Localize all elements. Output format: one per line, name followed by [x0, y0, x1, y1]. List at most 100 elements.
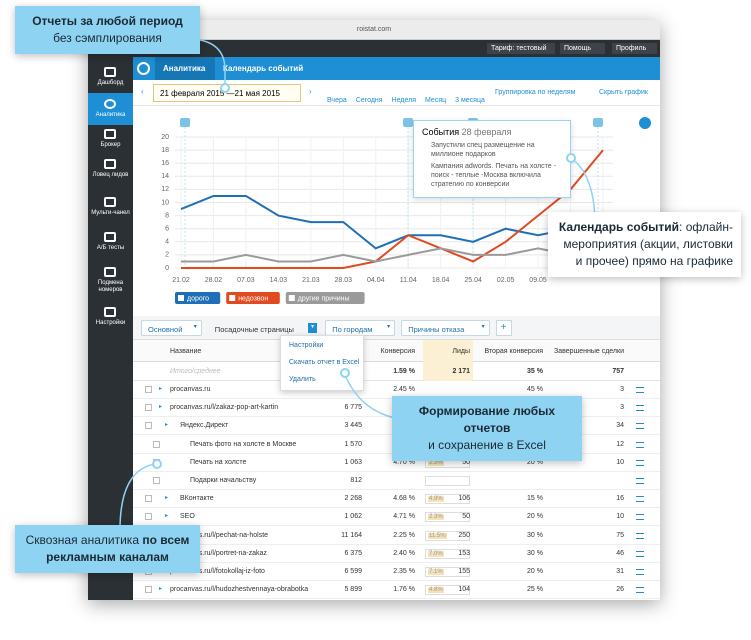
help-button[interactable]: Помощь	[560, 43, 605, 54]
period-link[interactable]: 3 месяца	[455, 97, 485, 104]
leads-col-highlight	[423, 340, 473, 362]
period-link[interactable]: Сегодня	[355, 97, 383, 104]
cell: 5 899	[344, 586, 362, 594]
cell: 153	[458, 549, 470, 557]
tab-active-bg	[155, 57, 215, 80]
sidebar-item[interactable]: Настройки	[95, 320, 126, 326]
leads-bar: 4.9%	[425, 494, 470, 505]
sidebar-item[interactable]: А/Б тесты	[96, 245, 125, 251]
connector-dot	[340, 368, 350, 378]
column-header[interactable]: Конверсия	[380, 348, 415, 355]
cell: 2.40 %	[393, 549, 415, 557]
sidebar-item[interactable]: Дашборд	[97, 80, 124, 86]
dropdown-item[interactable]: Настройки	[289, 342, 324, 349]
dropdown-item[interactable]: Удалить	[289, 376, 316, 383]
callout-text: Сквозная аналитика	[25, 533, 139, 547]
callout-text: : офлайн-мероприятия (акции, листовки и …	[563, 220, 733, 268]
legend-item[interactable]	[285, 292, 365, 304]
table-row[interactable]: ▸ procanvas.ru/l/hudozhestvennaya-obrabot…	[133, 581, 660, 600]
row-menu[interactable]	[636, 387, 644, 393]
report-tab[interactable]: Причины отказа	[401, 320, 490, 336]
callout-period: Отчеты за любой период без сэмплирования	[15, 6, 200, 54]
next-arrow[interactable]: ›	[309, 87, 312, 96]
cell: 3 445	[344, 422, 362, 430]
column-header[interactable]: Вторая конверсия	[484, 348, 543, 355]
sidebar-icon	[104, 67, 116, 77]
callout-excel: Формирование любых отчетов и сохранение в…	[392, 396, 582, 461]
sidebar-icon	[104, 159, 116, 169]
cell: 75	[616, 531, 624, 539]
column-header[interactable]: Название	[170, 348, 202, 355]
cell: 30 %	[527, 531, 543, 539]
period-link[interactable]: Месяц	[425, 97, 447, 104]
cell: 20 %	[527, 568, 543, 575]
profile-button[interactable]: Профиль	[612, 43, 657, 54]
row-menu[interactable]	[636, 441, 644, 448]
leads-bar: 4.8%	[425, 585, 470, 596]
column-header[interactable]: Лиды	[452, 348, 470, 355]
sidebar: Дашборд Аналитика Брокер Ловец лидов Мульти-…	[88, 57, 133, 600]
report-tab[interactable]: Посадочные страницы	[207, 320, 320, 336]
table-row[interactable]: Подарки начальству 812	[133, 472, 660, 490]
row-menu[interactable]	[636, 423, 644, 430]
report-tab[interactable]: Основной	[141, 320, 202, 336]
y-tick-label: 12	[161, 186, 169, 193]
period-link[interactable]: Неделя	[391, 97, 417, 104]
sidebar-item[interactable]: Ловец лидов	[92, 172, 129, 178]
callout-bold: Календарь событий	[558, 220, 680, 234]
cell: 2.35 %	[393, 568, 415, 575]
y-tick-label: 10	[161, 199, 169, 206]
row-menu[interactable]	[636, 478, 644, 484]
leads-col-highlight	[423, 362, 473, 381]
hide-chart[interactable]: Скрыть график	[599, 89, 648, 96]
row-menu[interactable]	[636, 496, 644, 503]
add-tab[interactable]: +	[495, 320, 512, 336]
sidebar-item[interactable]: Брокер	[100, 142, 121, 148]
events-popup: События 28 февраля Запустили спец размещ…	[413, 120, 571, 198]
sidebar-item[interactable]: Аналитика	[95, 112, 126, 118]
event-item: Запустили спец размещение на миллионе по…	[431, 142, 535, 158]
y-tick-label: 4	[165, 239, 169, 246]
cell: 4.70 %	[393, 458, 415, 466]
column-header[interactable]: Завершенные сделки	[554, 348, 624, 355]
cell: 2 268	[344, 495, 362, 503]
legend-item[interactable]	[175, 292, 221, 304]
sidebar-item[interactable]: Подмена номеров	[97, 280, 124, 293]
row-menu[interactable]	[636, 532, 644, 539]
nav-tab[interactable]: Аналитика	[163, 64, 206, 73]
x-tick-label: 02.05	[497, 277, 515, 284]
cell: 155	[458, 568, 470, 575]
tab-caret: ▾	[308, 323, 318, 333]
row-menu[interactable]	[636, 550, 644, 557]
sidebar-item[interactable]: Мульти-чанел	[91, 210, 130, 216]
leads-share: 2.3%	[428, 514, 444, 521]
legend-item[interactable]	[226, 292, 280, 304]
grouping[interactable]: Группировка по неделям	[495, 89, 576, 96]
prev-arrow[interactable]: ‹	[141, 87, 144, 96]
tariff-button[interactable]: Тариф: тестовый	[487, 43, 555, 54]
callout-text: без сэмплирования	[53, 31, 162, 45]
browser-window	[88, 20, 660, 600]
table-row[interactable]: ▸ ВКонтакте 2 268 4.68 % 4.9% 106 15 % 16	[133, 490, 660, 509]
leads-share: 4.8%	[428, 587, 444, 594]
nav-bar: Аналитика Календарь событий	[133, 57, 660, 80]
dropdown-item[interactable]: Скачать отчет в Excel	[289, 359, 360, 366]
table-row[interactable]: ▸ SEO 1 062 4.71 % 2.3% 50 20 % 10	[133, 508, 660, 527]
x-tick-label: 11.04	[400, 277, 417, 284]
row-menu[interactable]	[636, 569, 644, 575]
cell: 20 %	[527, 513, 543, 521]
row-menu[interactable]	[636, 587, 644, 594]
leads-share: 11.5%	[428, 532, 447, 539]
period-link[interactable]: Вчера	[327, 97, 347, 104]
leads-bar: 11.5%	[425, 530, 470, 541]
row-menu[interactable]	[636, 405, 644, 412]
row-menu[interactable]	[636, 514, 644, 521]
callout-bold: Формирование любых отчетов	[418, 404, 556, 435]
cell: 1.76 %	[393, 586, 415, 594]
date-range: 21 февраля 2015 —21 мая 2015	[160, 89, 280, 98]
row-menu[interactable]	[636, 459, 644, 466]
nav-tab[interactable]: Календарь событий	[223, 64, 304, 73]
